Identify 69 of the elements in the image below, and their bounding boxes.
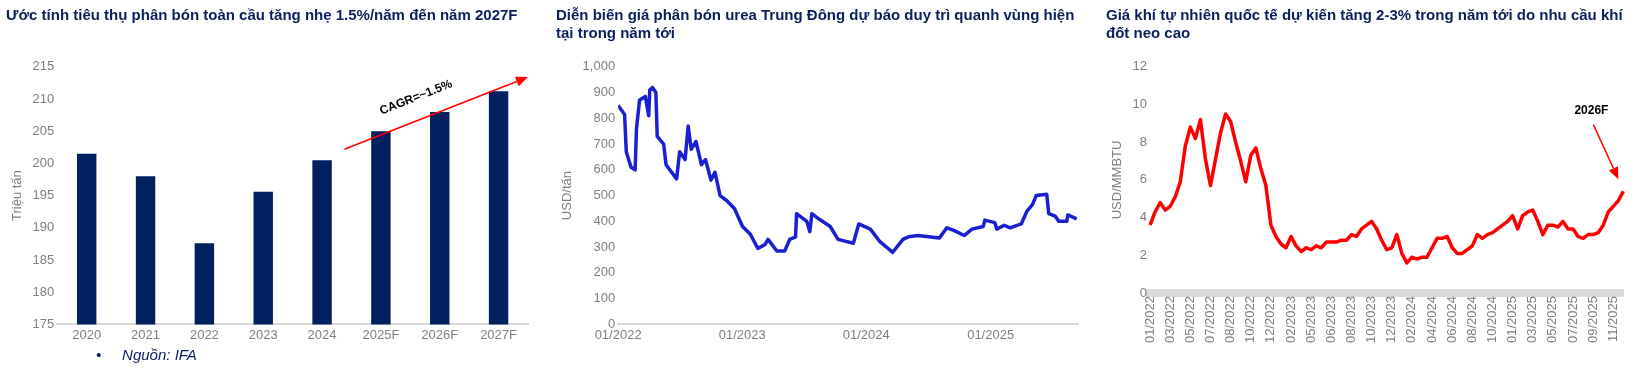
- x-tick-label: 05/2023: [1302, 296, 1318, 344]
- x-tick-label: 01/2023: [718, 326, 766, 342]
- x-tick-label: 01/2022: [1141, 296, 1157, 344]
- x-tick-label: 03/2022: [1161, 296, 1177, 344]
- x-tick-label: 07/2022: [1202, 296, 1218, 344]
- annotation: 2026F: [1574, 102, 1609, 117]
- x-tick-label: 11/2025: [1604, 296, 1620, 343]
- x-tick-label: 01/2025: [967, 326, 1015, 342]
- y-tick-label: 180: [32, 283, 55, 299]
- y-tick-label: 185: [32, 251, 55, 267]
- y-tick-label: 200: [593, 264, 616, 280]
- x-tick-label: 2020: [72, 326, 102, 342]
- y-tick-label: 10: [1132, 96, 1148, 112]
- x-tick-label: 01/2025: [1504, 296, 1520, 344]
- x-tick-label: 03/2025: [1524, 296, 1540, 344]
- y-tick-label: 800: [593, 109, 616, 125]
- y-tick-label: 100: [593, 290, 616, 306]
- y-tick-label: 700: [593, 135, 616, 151]
- x-tick-label: 04/2024: [1423, 296, 1439, 344]
- x-tick-label: 12/2023: [1383, 296, 1399, 344]
- x-tick-label: 2025F: [362, 326, 400, 342]
- y-tick-label: 0: [607, 315, 616, 331]
- y-tick-label: 2: [1139, 246, 1148, 262]
- x-tick-label: 02/2023: [1282, 296, 1298, 344]
- x-tick-label: 06/2024: [1443, 296, 1459, 344]
- y-tick-label: 210: [32, 90, 55, 106]
- y-tick-label: 175: [32, 315, 55, 331]
- x-tick-label: 12/2022: [1262, 296, 1278, 344]
- y-tick-label: 400: [593, 212, 616, 228]
- x-tick-label: 07/2025: [1564, 296, 1580, 344]
- y-tick-label: 205: [32, 122, 55, 138]
- y-axis-title: USD/tấn: [559, 171, 575, 221]
- y-tick-label: 190: [32, 219, 55, 235]
- x-tick-label: 05/2025: [1544, 296, 1560, 344]
- x-tick-label: 2024: [307, 326, 337, 342]
- x-tick-label: 10/2023: [1363, 296, 1379, 344]
- chart-title: Giá khí tự nhiên quốc tế dự kiến tăng 2-3% trong năm tới do nhu cầu khí đốt neo cao: [1106, 5, 1624, 43]
- x-tick-label: 2021: [131, 326, 161, 342]
- x-tick-label: 08/2024: [1463, 296, 1479, 344]
- chart-title: Ước tính tiêu thụ phân bón toàn cầu tăng nhẹ 1.5%/năm đến năm 2027F: [6, 5, 519, 25]
- y-axis-title: Triệu tấn: [9, 170, 25, 222]
- y-tick-label: 8: [1139, 133, 1148, 149]
- y-tick-label: 900: [593, 84, 616, 100]
- text: • Nguồn: IFA: [96, 346, 198, 363]
- x-tick-label: 09/2025: [1584, 296, 1600, 344]
- y-tick-label: 1,000: [582, 58, 616, 74]
- x-tick-label: 2023: [248, 326, 278, 342]
- x-tick-label: 10/2024: [1484, 296, 1500, 344]
- chart-title: Diễn biến giá phân bón urea Trung Đông dự báo duy trì quanh vùng hiện tại trong năm tới: [556, 5, 1076, 43]
- x-tick-label: 08/2023: [1343, 296, 1359, 344]
- x-tick-label: 08/2022: [1222, 296, 1238, 344]
- x-tick-label: 05/2022: [1181, 296, 1197, 344]
- x-tick-label: 2027F: [480, 326, 518, 342]
- y-tick-label: 200: [32, 154, 55, 170]
- y-tick-label: 300: [593, 238, 616, 254]
- y-tick-label: 6: [1139, 171, 1148, 187]
- y-tick-label: 4: [1139, 209, 1148, 225]
- y-tick-label: 12: [1132, 58, 1148, 74]
- y-tick-label: 600: [593, 161, 616, 177]
- x-tick-label: 2026F: [421, 326, 459, 342]
- x-tick-label: 02/2024: [1403, 296, 1419, 344]
- y-tick-label: 195: [32, 187, 55, 203]
- x-tick-label: 01/2024: [842, 326, 890, 342]
- y-tick-label: 500: [593, 187, 616, 203]
- x-tick-label: 2022: [189, 326, 219, 342]
- y-tick-label: 215: [32, 58, 55, 74]
- x-tick-label: 10/2022: [1242, 296, 1258, 344]
- x-tick-label: 06/2023: [1322, 296, 1338, 344]
- y-axis-title: USD/MMBTU: [1109, 140, 1125, 220]
